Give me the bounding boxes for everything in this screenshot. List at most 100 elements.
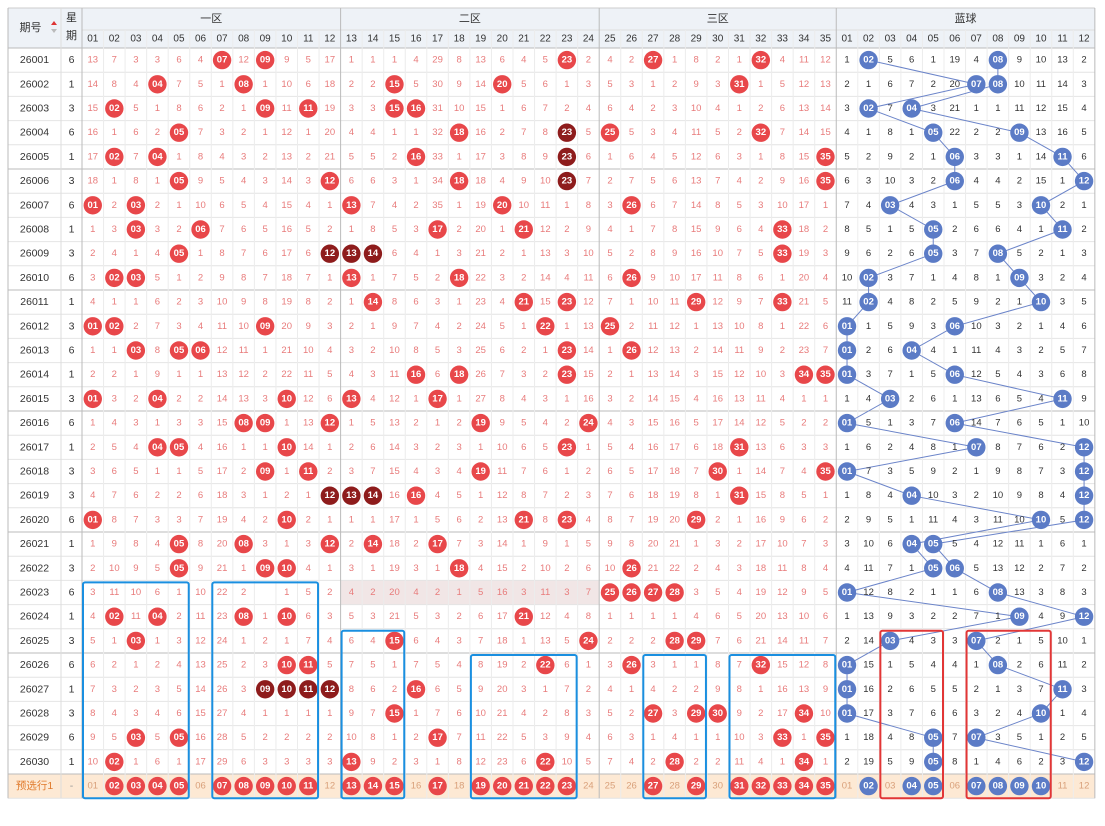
preselect-red-ball[interactable] <box>643 776 663 796</box>
red-ball-label: 15 <box>389 708 400 719</box>
red-ball <box>794 704 814 723</box>
preselect-red-ball[interactable] <box>299 776 318 796</box>
preselect-red-ball[interactable] <box>686 776 706 796</box>
omission-value: 21 <box>669 539 680 550</box>
omission-value: 11 <box>799 635 809 646</box>
omission-value: 5 <box>155 732 160 743</box>
omission-value: 1 <box>564 321 569 332</box>
preselect-blue-ball[interactable] <box>988 776 1008 796</box>
preselect-red-ball[interactable] <box>277 776 296 796</box>
blue-ball <box>1010 268 1029 288</box>
sort-up-icon[interactable] <box>51 21 57 25</box>
omission-value: 1 <box>306 127 311 138</box>
preselect-red-ball[interactable] <box>363 776 383 796</box>
preselect-blue-ball[interactable] <box>967 776 986 796</box>
omission-value: 5 <box>629 466 634 477</box>
blue-ball-label: 07 <box>971 79 982 90</box>
red-ball <box>622 196 641 215</box>
blue-omission-value: 6 <box>866 248 871 259</box>
red-ball-label: 08 <box>238 79 249 90</box>
preselect-blue-ball[interactable] <box>1031 776 1051 796</box>
highlight-box <box>469 654 578 800</box>
preselect-red-ball[interactable] <box>255 776 275 796</box>
omission-value: 1 <box>284 539 289 550</box>
preselect-red-option: 28 <box>669 781 680 792</box>
omission-value: 1 <box>456 151 461 162</box>
red-ball <box>751 123 771 142</box>
omission-value: 3 <box>629 418 634 429</box>
red-ball-label: 14 <box>368 248 379 259</box>
red-ball-label: 17 <box>432 224 443 235</box>
omission-value: 12 <box>648 345 659 356</box>
omission-value: 10 <box>540 176 551 187</box>
preselect-red-ball[interactable] <box>385 776 404 796</box>
omission-value: 10 <box>131 587 142 598</box>
omission-value: 1 <box>823 200 828 211</box>
preselect-red-ball[interactable] <box>428 776 447 796</box>
week-cell: 1 <box>69 683 75 695</box>
sort-down-icon[interactable] <box>51 29 57 33</box>
red-ball-label: 04 <box>152 79 163 90</box>
preselect-blue-ball[interactable] <box>902 776 921 796</box>
preselect-blue-ball[interactable] <box>859 776 878 796</box>
blue-ball-label: 02 <box>863 272 874 283</box>
omission-value: 7 <box>780 127 785 138</box>
blue-omission-value: 9 <box>995 466 1000 477</box>
preselect-red-ball[interactable] <box>471 776 490 796</box>
omission-value: 17 <box>475 151 486 162</box>
preselect-red-ball[interactable] <box>794 776 814 796</box>
preselect-red-ball[interactable] <box>105 776 124 796</box>
preselect-red-ball[interactable] <box>514 776 533 796</box>
preselect-red-ball[interactable] <box>148 776 167 796</box>
zone-header-blue: 蓝球 <box>955 11 977 25</box>
preselect-red-ball[interactable] <box>730 776 749 796</box>
omission-value: 8 <box>694 490 699 501</box>
red-ball-label: 16 <box>411 684 422 695</box>
red-ball <box>773 292 792 312</box>
red-ball <box>449 559 469 578</box>
omission-value: 3 <box>155 224 160 235</box>
omission-value: 2 <box>758 176 763 187</box>
highlight-box-blue-zone <box>879 629 944 800</box>
omission-value: 5 <box>306 224 311 235</box>
preselect-red-ball[interactable] <box>234 776 253 796</box>
omission-value: 17 <box>325 55 336 66</box>
omission-value: 16 <box>389 490 400 501</box>
preselect-red-ball[interactable] <box>342 776 361 796</box>
omission-value: 5 <box>823 587 828 598</box>
omission-value: 15 <box>583 369 594 380</box>
omission-value: 1 <box>737 466 742 477</box>
blue-omission-value: 13 <box>1014 587 1025 598</box>
preselect-red-ball[interactable] <box>751 776 771 796</box>
preselect-red-ball[interactable] <box>126 776 146 796</box>
preselect-red-label: 22 <box>540 781 551 792</box>
blue-omission-value: 5 <box>866 418 871 429</box>
omission-value: 10 <box>734 732 745 743</box>
omission-value: 9 <box>133 563 138 574</box>
preselect-red-ball[interactable] <box>557 776 577 796</box>
preselect-red-ball[interactable] <box>816 776 835 796</box>
omission-value: 35 <box>432 200 443 211</box>
red-ball-label: 27 <box>648 708 659 719</box>
preselect-blue-ball[interactable] <box>1010 776 1029 796</box>
omission-value: 6 <box>435 684 440 695</box>
omission-value: 3 <box>500 151 505 162</box>
blue-omission-value: 8 <box>995 442 1000 453</box>
omission-value: 10 <box>734 321 745 332</box>
red-ball-label: 05 <box>174 563 185 574</box>
omission-value: 10 <box>389 345 400 356</box>
blue-number-header: 03 <box>885 34 897 45</box>
preselect-red-ball[interactable] <box>212 776 232 796</box>
highlight-box <box>82 581 190 800</box>
preselect-red-ball[interactable] <box>536 776 555 796</box>
preselect-red-ball[interactable] <box>493 776 512 796</box>
preselect-blue-ball[interactable] <box>924 776 943 796</box>
red-ball <box>255 559 275 578</box>
omission-value: 3 <box>133 418 138 429</box>
omission-value: 13 <box>799 684 810 695</box>
preselect-red-ball[interactable] <box>773 776 792 796</box>
red-ball-label: 05 <box>174 176 185 187</box>
omission-value: 2 <box>715 55 720 66</box>
preselect-red-ball[interactable] <box>169 776 189 796</box>
omission-value: 2 <box>456 418 461 429</box>
